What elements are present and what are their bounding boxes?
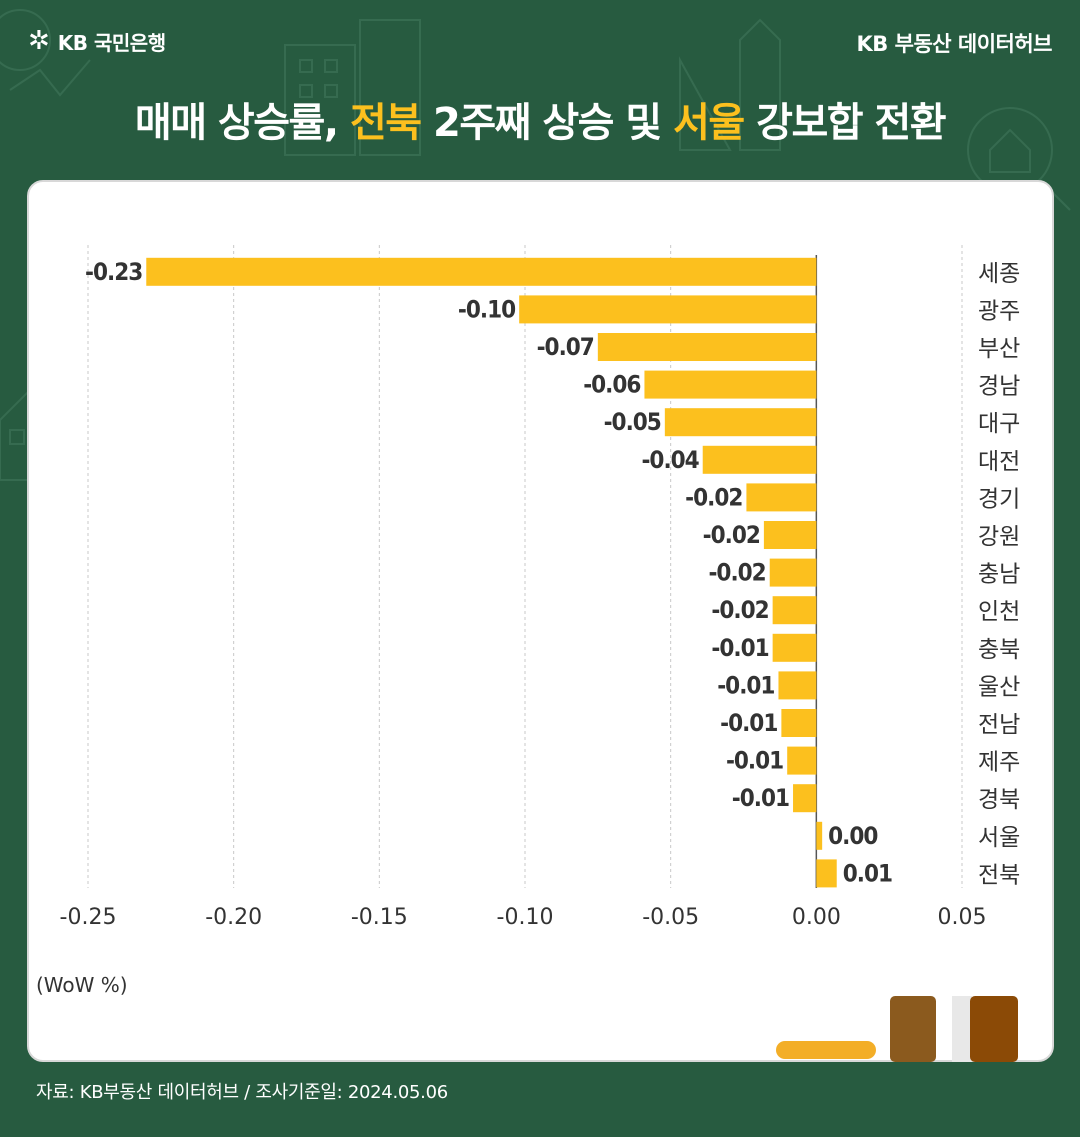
unit-label: (WoW %) [36,973,128,997]
title-part-1: 매매 상승률, [134,100,350,146]
decor-block-gray [952,996,972,1062]
bar-10 [772,633,817,662]
data-label: -0.06 [583,371,640,399]
category-label: 광주 [978,298,1020,324]
kb-star-icon: ✲ [28,26,50,56]
data-label: -0.23 [85,258,142,286]
logo-text: KB 국민은행 [57,30,166,55]
title-part-3: 2주째 상승 및 [420,100,674,146]
bar-15 [816,821,823,850]
data-label: 0.01 [843,859,892,887]
data-label: -0.02 [703,521,760,549]
bar-11 [778,671,817,700]
decor-block-dark [970,996,1018,1062]
category-label: 부산 [978,336,1020,362]
data-label: -0.01 [711,634,768,662]
x-tick-label: -0.15 [351,905,408,930]
bar-5 [702,445,817,474]
category-label: 인천 [978,599,1020,625]
hub-title: KB 부동산 데이터허브 [856,32,1053,56]
title-highlight-jeonbuk: 전북 [349,100,422,146]
bar-13 [787,746,817,775]
kb-logo: ✲ KB 국민은행 [28,26,166,56]
page-title: 매매 상승률, 전북 2주째 상승 및 서울 강보합 전환 [0,90,1080,148]
data-label: -0.01 [726,747,783,775]
category-label: 울산 [978,674,1020,700]
category-label: 전북 [978,862,1020,888]
data-label: -0.02 [711,596,768,624]
data-label: -0.01 [720,709,777,737]
data-label: -0.07 [537,333,594,361]
bar-4 [664,408,817,437]
category-label: 서울 [978,825,1020,851]
bar-0 [146,257,817,286]
data-label: -0.04 [641,446,699,474]
data-label: -0.01 [717,671,774,699]
category-label: 경기 [978,486,1020,512]
x-tick-label: -0.20 [205,905,262,930]
data-label: -0.02 [708,559,765,587]
x-tick-label: 0.05 [938,905,987,930]
category-label: 충북 [978,637,1020,663]
decor-block-brown [890,996,936,1062]
category-label: 세종 [978,261,1020,287]
data-label: 0.00 [828,822,877,850]
header: ✲ KB 국민은행 KB 부동산 데이터허브 [28,26,1053,60]
bar-2 [597,333,817,361]
bar-7 [763,521,817,549]
source-note: 자료: KB부동산 데이터허브 / 조사기준일: 2024.05.06 [36,1082,448,1103]
x-tick-label: -0.25 [60,905,117,930]
data-label: -0.10 [458,295,515,323]
category-label: 경남 [978,374,1020,400]
data-label: -0.05 [604,408,661,436]
data-label: -0.01 [732,784,789,812]
bar-3 [644,370,817,399]
bar-6 [746,483,817,512]
x-tick-label: -0.10 [497,905,554,930]
chart-card [27,180,1054,1062]
bar-14 [793,784,817,813]
data-label: -0.02 [685,483,742,511]
category-label: 강원 [978,524,1020,550]
bar-16 [816,859,837,888]
title-part-5: 강보합 전환 [743,100,946,146]
category-label: 전남 [978,712,1020,738]
category-label: 충남 [978,562,1020,588]
decor-pill [776,1041,876,1059]
x-tick-label: -0.05 [642,905,699,930]
category-label: 경북 [978,787,1020,813]
bar-9 [772,596,817,625]
title-highlight-seoul: 서울 [673,100,745,146]
category-label: 대전 [978,449,1020,475]
bar-12 [781,709,817,737]
bar-1 [519,295,817,324]
category-label: 대구 [978,411,1020,437]
bar-8 [769,558,817,587]
category-label: 제주 [978,750,1020,776]
x-tick-label: 0.00 [792,905,841,930]
